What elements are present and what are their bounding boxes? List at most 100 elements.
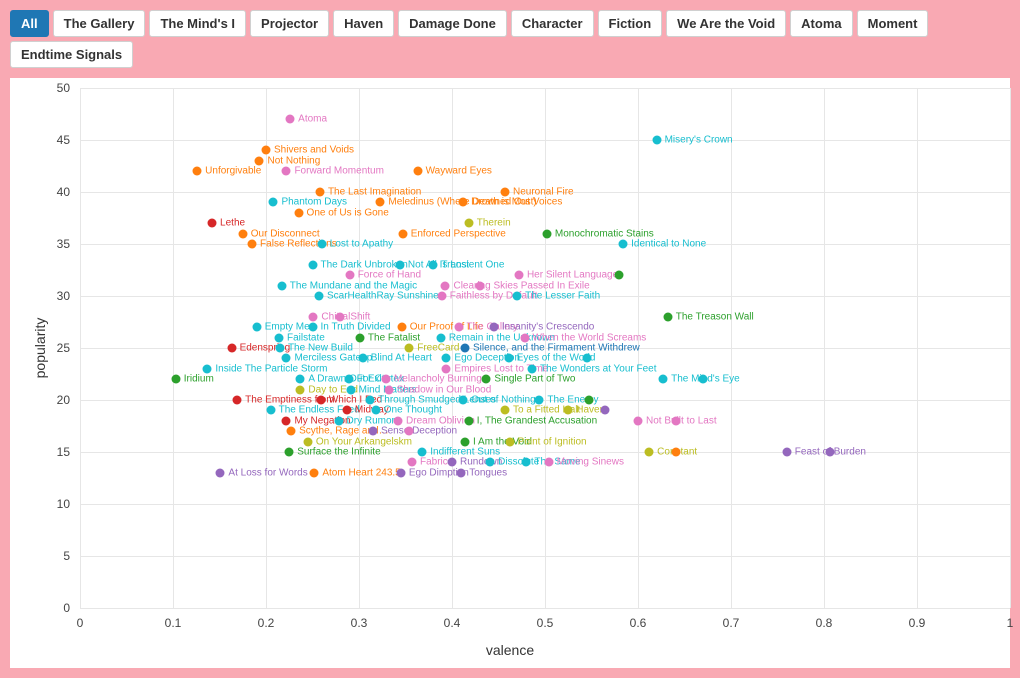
- data-point[interactable]: [316, 396, 325, 405]
- tab-the-mind-s-i[interactable]: The Mind's I: [149, 10, 246, 37]
- data-point[interactable]: [310, 468, 319, 477]
- tab-atoma[interactable]: Atoma: [790, 10, 852, 37]
- data-point[interactable]: [266, 406, 275, 415]
- tab-endtime-signals[interactable]: Endtime Signals: [10, 41, 133, 68]
- data-point[interactable]: [461, 437, 470, 446]
- data-point[interactable]: [193, 167, 202, 176]
- data-point[interactable]: [216, 468, 225, 477]
- data-point[interactable]: [544, 458, 553, 467]
- data-point[interactable]: [619, 240, 628, 249]
- data-point[interactable]: [252, 323, 261, 332]
- tab-we-are-the-void[interactable]: We Are the Void: [666, 10, 786, 37]
- data-point[interactable]: [282, 416, 291, 425]
- data-point[interactable]: [442, 364, 451, 373]
- data-point[interactable]: [371, 406, 380, 415]
- data-point[interactable]: [395, 260, 404, 269]
- data-point[interactable]: [663, 312, 672, 321]
- data-point[interactable]: [269, 198, 278, 207]
- data-point[interactable]: [255, 156, 264, 165]
- data-point[interactable]: [342, 406, 351, 415]
- data-point[interactable]: [286, 115, 295, 124]
- data-point[interactable]: [303, 437, 312, 446]
- data-point[interactable]: [203, 364, 212, 373]
- tab-the-gallery[interactable]: The Gallery: [53, 10, 146, 37]
- tab-projector[interactable]: Projector: [250, 10, 329, 37]
- data-point[interactable]: [429, 260, 438, 269]
- data-point[interactable]: [584, 396, 593, 405]
- data-point[interactable]: [672, 416, 681, 425]
- tab-fiction[interactable]: Fiction: [598, 10, 663, 37]
- data-point[interactable]: [238, 229, 247, 238]
- data-point[interactable]: [308, 323, 317, 332]
- data-point[interactable]: [582, 354, 591, 363]
- data-point[interactable]: [464, 219, 473, 228]
- data-point[interactable]: [315, 188, 324, 197]
- data-point[interactable]: [282, 167, 291, 176]
- data-point[interactable]: [334, 416, 343, 425]
- data-point[interactable]: [171, 375, 180, 384]
- data-point[interactable]: [448, 458, 457, 467]
- data-point[interactable]: [459, 198, 468, 207]
- data-point[interactable]: [513, 292, 522, 301]
- data-point[interactable]: [336, 312, 345, 321]
- data-point[interactable]: [486, 458, 495, 467]
- data-point[interactable]: [315, 292, 324, 301]
- data-point[interactable]: [405, 344, 414, 353]
- data-point[interactable]: [296, 385, 305, 394]
- data-point[interactable]: [615, 271, 624, 280]
- data-point[interactable]: [542, 229, 551, 238]
- data-point[interactable]: [501, 406, 510, 415]
- data-point[interactable]: [489, 323, 498, 332]
- data-point[interactable]: [782, 448, 791, 457]
- data-point[interactable]: [366, 396, 375, 405]
- data-point[interactable]: [275, 344, 284, 353]
- data-point[interactable]: [418, 448, 427, 457]
- data-point[interactable]: [384, 385, 393, 394]
- data-point[interactable]: [699, 375, 708, 384]
- data-point[interactable]: [505, 437, 514, 446]
- data-point[interactable]: [296, 375, 305, 384]
- data-point[interactable]: [459, 396, 468, 405]
- data-point[interactable]: [535, 396, 544, 405]
- data-point[interactable]: [601, 406, 610, 415]
- data-point[interactable]: [461, 344, 470, 353]
- data-point[interactable]: [309, 312, 318, 321]
- data-point[interactable]: [376, 198, 385, 207]
- data-point[interactable]: [275, 333, 284, 342]
- data-point[interactable]: [504, 354, 513, 363]
- data-point[interactable]: [659, 375, 668, 384]
- data-point[interactable]: [520, 333, 529, 342]
- data-point[interactable]: [405, 427, 414, 436]
- data-point[interactable]: [277, 281, 286, 290]
- data-point[interactable]: [358, 354, 367, 363]
- data-point[interactable]: [522, 458, 531, 467]
- data-point[interactable]: [344, 375, 353, 384]
- data-point[interactable]: [645, 448, 654, 457]
- data-point[interactable]: [345, 271, 354, 280]
- data-point[interactable]: [501, 188, 510, 197]
- data-point[interactable]: [436, 333, 445, 342]
- data-point[interactable]: [233, 396, 242, 405]
- tab-character[interactable]: Character: [511, 10, 594, 37]
- data-point[interactable]: [398, 229, 407, 238]
- data-point[interactable]: [381, 375, 390, 384]
- data-point[interactable]: [208, 219, 217, 228]
- data-point[interactable]: [464, 416, 473, 425]
- data-point[interactable]: [282, 354, 291, 363]
- data-point[interactable]: [825, 448, 834, 457]
- data-point[interactable]: [413, 167, 422, 176]
- data-point[interactable]: [652, 136, 661, 145]
- data-point[interactable]: [672, 448, 681, 457]
- data-point[interactable]: [396, 468, 405, 477]
- data-point[interactable]: [634, 416, 643, 425]
- tab-haven[interactable]: Haven: [333, 10, 394, 37]
- data-point[interactable]: [317, 240, 326, 249]
- data-point[interactable]: [457, 468, 466, 477]
- data-point[interactable]: [454, 323, 463, 332]
- data-point[interactable]: [346, 385, 355, 394]
- tab-all[interactable]: All: [10, 10, 49, 37]
- data-point[interactable]: [287, 427, 296, 436]
- data-point[interactable]: [262, 146, 271, 155]
- data-point[interactable]: [308, 260, 317, 269]
- data-point[interactable]: [527, 364, 536, 373]
